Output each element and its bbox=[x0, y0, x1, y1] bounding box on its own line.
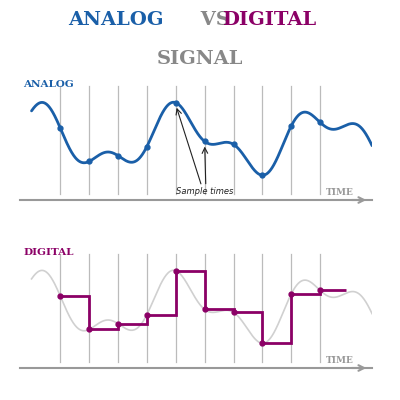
Text: DIGITAL: DIGITAL bbox=[222, 11, 316, 29]
Text: ANALOG: ANALOG bbox=[68, 11, 164, 29]
Text: SIGNAL: SIGNAL bbox=[157, 50, 243, 68]
Text: Sample times: Sample times bbox=[176, 186, 233, 196]
Text: VS: VS bbox=[194, 11, 237, 29]
Text: ANALOG: ANALOG bbox=[24, 80, 74, 89]
Text: TIME: TIME bbox=[326, 356, 354, 365]
Text: DIGITAL: DIGITAL bbox=[24, 248, 74, 257]
Text: TIME: TIME bbox=[326, 188, 354, 197]
